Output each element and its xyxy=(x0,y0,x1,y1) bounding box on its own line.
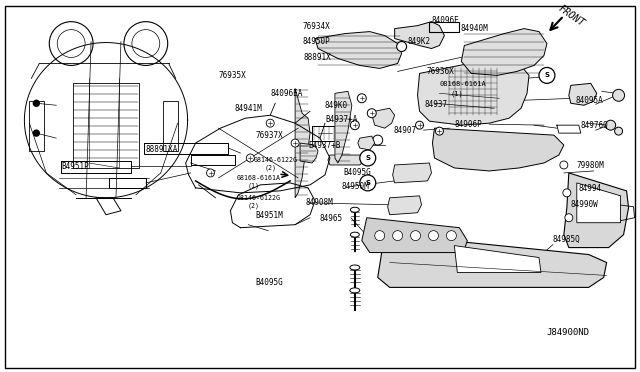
Text: (2): (2) xyxy=(247,202,259,209)
Text: 849K2: 849K2 xyxy=(408,37,431,46)
Text: 84950M: 84950M xyxy=(342,182,370,191)
Text: S: S xyxy=(365,155,371,161)
Circle shape xyxy=(612,89,625,101)
Circle shape xyxy=(207,169,214,177)
Polygon shape xyxy=(378,235,607,288)
Text: 84976Q: 84976Q xyxy=(580,121,609,130)
Circle shape xyxy=(605,120,616,130)
Ellipse shape xyxy=(350,207,359,212)
Circle shape xyxy=(393,231,403,241)
Polygon shape xyxy=(300,143,318,163)
Text: B4951M: B4951M xyxy=(255,211,283,220)
Text: 08168-6161A: 08168-6161A xyxy=(440,81,486,87)
Text: 88891XA: 88891XA xyxy=(146,145,178,154)
Circle shape xyxy=(614,127,623,135)
Text: B4951P: B4951P xyxy=(61,163,89,171)
Text: 849K0: 849K0 xyxy=(325,101,348,110)
Circle shape xyxy=(375,231,385,241)
Circle shape xyxy=(357,94,366,103)
Polygon shape xyxy=(569,83,596,105)
Text: 79980M: 79980M xyxy=(577,161,605,170)
Polygon shape xyxy=(372,108,395,128)
Polygon shape xyxy=(417,58,529,125)
Polygon shape xyxy=(358,136,375,150)
Polygon shape xyxy=(315,32,402,68)
Circle shape xyxy=(266,119,274,127)
Polygon shape xyxy=(295,88,310,198)
Text: S: S xyxy=(365,180,371,186)
Text: 84985Q: 84985Q xyxy=(553,235,580,244)
Circle shape xyxy=(367,109,376,118)
Text: B4937+B: B4937+B xyxy=(308,141,340,150)
Circle shape xyxy=(360,175,376,191)
Text: 84965: 84965 xyxy=(319,214,342,223)
Text: 84907: 84907 xyxy=(394,126,417,135)
Polygon shape xyxy=(362,218,467,253)
Text: 84096E: 84096E xyxy=(431,16,460,25)
Polygon shape xyxy=(433,128,564,171)
Polygon shape xyxy=(335,91,352,163)
Circle shape xyxy=(360,150,376,166)
Text: 84994: 84994 xyxy=(579,185,602,193)
Polygon shape xyxy=(328,155,365,165)
Text: 84908M: 84908M xyxy=(305,198,333,207)
Circle shape xyxy=(291,139,299,147)
Polygon shape xyxy=(388,196,422,215)
Text: J84900ND: J84900ND xyxy=(547,328,590,337)
Text: FRONT: FRONT xyxy=(557,3,587,28)
Ellipse shape xyxy=(350,232,359,237)
Circle shape xyxy=(33,130,39,136)
Circle shape xyxy=(415,121,424,129)
Text: (1): (1) xyxy=(247,183,259,189)
Text: 08146-6122G: 08146-6122G xyxy=(253,157,298,163)
Text: 76937X: 76937X xyxy=(255,131,283,140)
Bar xyxy=(29,101,44,151)
Text: 84906P: 84906P xyxy=(454,120,482,129)
Text: 76934X: 76934X xyxy=(302,22,330,31)
Text: 08146-6122G: 08146-6122G xyxy=(236,195,280,201)
Text: 84096EA: 84096EA xyxy=(270,89,303,98)
Circle shape xyxy=(563,189,571,197)
Circle shape xyxy=(350,121,359,129)
Text: 84095A: 84095A xyxy=(576,96,604,105)
Circle shape xyxy=(397,42,406,51)
Text: 84941M: 84941M xyxy=(234,104,262,113)
Text: 84937: 84937 xyxy=(424,100,447,109)
Text: 76936X: 76936X xyxy=(426,67,454,76)
Text: 84940M: 84940M xyxy=(460,24,488,33)
Circle shape xyxy=(565,214,573,222)
Text: B4095G: B4095G xyxy=(255,278,283,287)
Polygon shape xyxy=(564,173,628,248)
Text: (2): (2) xyxy=(264,165,276,171)
Polygon shape xyxy=(461,29,547,76)
Circle shape xyxy=(447,231,456,241)
Text: B4937+A: B4937+A xyxy=(325,115,357,124)
Circle shape xyxy=(246,154,254,162)
Text: 08168-6161A: 08168-6161A xyxy=(236,175,280,181)
Bar xyxy=(163,101,178,151)
Text: 84990W: 84990W xyxy=(571,200,598,209)
Circle shape xyxy=(429,231,438,241)
Text: 76935X: 76935X xyxy=(218,71,246,80)
Circle shape xyxy=(435,127,444,135)
Circle shape xyxy=(560,161,568,169)
Text: S: S xyxy=(545,73,549,78)
Text: 88891X: 88891X xyxy=(303,53,331,62)
Polygon shape xyxy=(577,183,621,223)
Circle shape xyxy=(33,100,39,106)
Polygon shape xyxy=(395,22,444,48)
Polygon shape xyxy=(454,246,541,272)
Circle shape xyxy=(411,231,420,241)
Ellipse shape xyxy=(350,265,360,270)
Ellipse shape xyxy=(350,288,360,293)
Text: (1): (1) xyxy=(451,90,463,97)
Text: B4095G: B4095G xyxy=(343,169,371,177)
Text: 84950P: 84950P xyxy=(302,37,330,46)
Polygon shape xyxy=(393,163,431,183)
Circle shape xyxy=(539,67,555,83)
